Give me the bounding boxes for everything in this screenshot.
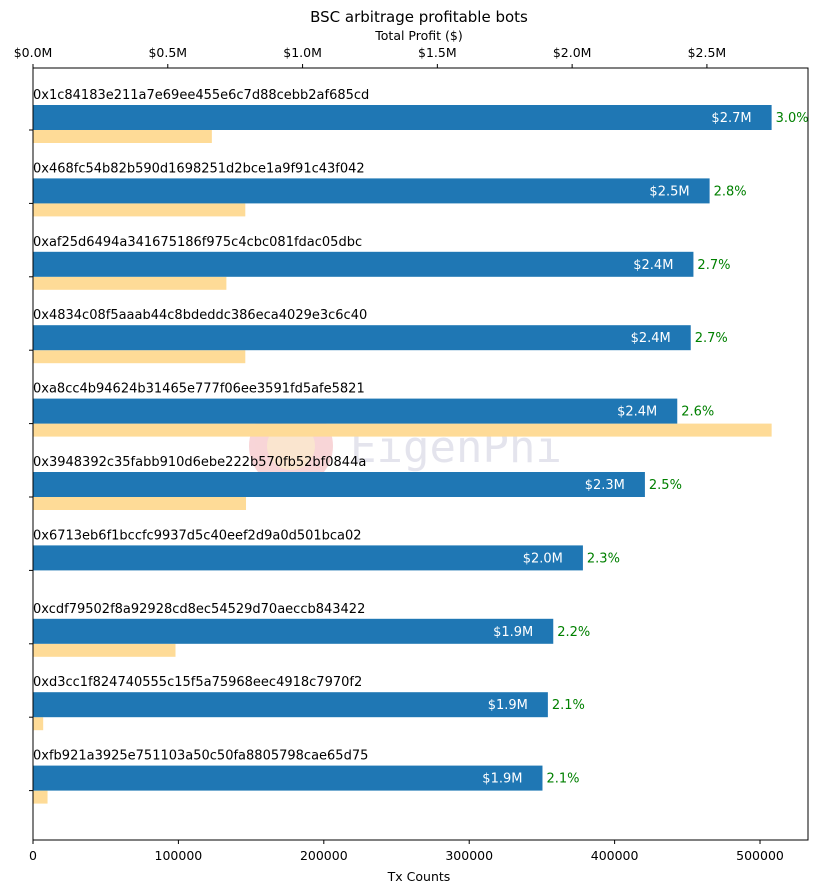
top-tick-label: $0.5M (148, 45, 187, 60)
profit-value-label: $1.9M (482, 772, 522, 787)
bottom-tick-label: 500000 (736, 848, 784, 863)
profit-percent-label: 2.2% (557, 625, 590, 640)
profit-bar (33, 325, 691, 351)
profit-value-label: $1.9M (493, 625, 533, 640)
tx-count-bar (33, 790, 48, 804)
profit-bar (33, 692, 548, 718)
bottom-tick-label: 300000 (445, 848, 493, 863)
profit-bar (33, 472, 645, 497)
top-tick-label: $2.0M (553, 45, 592, 60)
top-axis-label: Total Profit ($) (374, 28, 462, 43)
profit-bar (33, 178, 710, 204)
profit-percent-label: 2.6% (681, 405, 714, 420)
top-tick-label: $2.5M (688, 45, 727, 60)
profit-value-label: $2.7M (711, 111, 751, 126)
bot-address-label: 0x1c84183e211a7e69ee455e6c7d88cebb2af685… (33, 88, 369, 103)
profit-value-label: $2.4M (633, 258, 673, 273)
top-tick-label: $1.5M (418, 45, 457, 60)
bot-address-label: 0x468fc54b82b590d1698251d2bce1a9f91c43f0… (33, 161, 365, 176)
profit-percent-label: 2.3% (587, 551, 620, 566)
bot-address-label: 0xcdf79502f8a92928cd8ec54529d70aeccb8434… (33, 602, 365, 617)
tx-count-bar (33, 497, 247, 510)
bars-layer (33, 105, 772, 804)
profit-value-label: $2.0M (523, 551, 563, 566)
profit-percent-label: 2.1% (552, 698, 585, 713)
tx-count-bar (33, 276, 227, 290)
chart-title: BSC arbitrage profitable bots (310, 8, 528, 26)
bot-address-label: 0xa8cc4b94624b31465e777f06ee3591fd5afe58… (33, 382, 365, 397)
tx-count-bar (33, 717, 44, 731)
top-tick-label: $0.0M (14, 45, 53, 60)
profit-percent-label: 2.7% (695, 331, 728, 346)
tx-count-bar (33, 350, 246, 364)
profit-value-label: $2.4M (617, 405, 657, 420)
profit-value-label: $2.5M (649, 184, 689, 199)
profit-bar (33, 251, 694, 277)
bottom-tick-label: 200000 (300, 848, 348, 863)
profit-bar (33, 545, 583, 571)
bottom-tick-label: 0 (29, 848, 37, 863)
plot-frame (32, 67, 809, 841)
bot-address-label: 0x4834c08f5aaab44c8bdeddc386eca4029e3c6c… (33, 308, 367, 323)
bot-address-label: 0x6713eb6f1bccfc9937d5c40eef2d9a0d501bca… (33, 528, 362, 543)
profit-bar (33, 105, 772, 130)
tx-count-bar (33, 643, 176, 657)
bot-address-label: 0xd3cc1f824740555c15f5a75968eec4918c7970… (33, 675, 362, 690)
profit-bar (33, 765, 543, 791)
profit-percent-label: 2.5% (649, 478, 682, 493)
profit-value-label: $1.9M (488, 698, 528, 713)
tx-count-bar (33, 203, 246, 217)
bot-address-label: 0xaf25d6494a341675186f975c4cbc081fdac05d… (33, 235, 362, 250)
profit-value-label: $2.4M (631, 331, 671, 346)
profit-percent-label: 3.0% (776, 111, 809, 126)
bottom-axis-label: Tx Counts (387, 869, 451, 884)
profit-percent-label: 2.8% (714, 184, 747, 199)
bottom-axis: 0 100000 200000 300000 400000 500000 (29, 840, 784, 863)
profit-percent-label: 2.1% (546, 772, 579, 787)
profit-percent-label: 2.7% (697, 258, 730, 273)
bot-address-label: 0x3948392c35fabb910d6ebe222b570fb52bf084… (33, 455, 366, 470)
left-axis (29, 129, 33, 792)
tx-count-bar (33, 423, 772, 437)
bot-address-label: 0xfb921a3925e751103a50c50fa8805798cae65d… (33, 749, 368, 764)
profit-bar (33, 618, 554, 644)
top-axis: $0.0M $0.5M $1.0M $1.5M $2.0M $2.5M (14, 45, 727, 68)
top-tick-label: $1.0M (283, 45, 322, 60)
bottom-tick-label: 400000 (591, 848, 639, 863)
profit-value-label: $2.3M (585, 478, 625, 493)
labels-layer: 0x1c84183e211a7e69ee455e6c7d88cebb2af685… (33, 88, 809, 787)
profit-bar (33, 398, 678, 424)
bottom-tick-label: 100000 (155, 848, 203, 863)
tx-count-bar (33, 130, 212, 143)
